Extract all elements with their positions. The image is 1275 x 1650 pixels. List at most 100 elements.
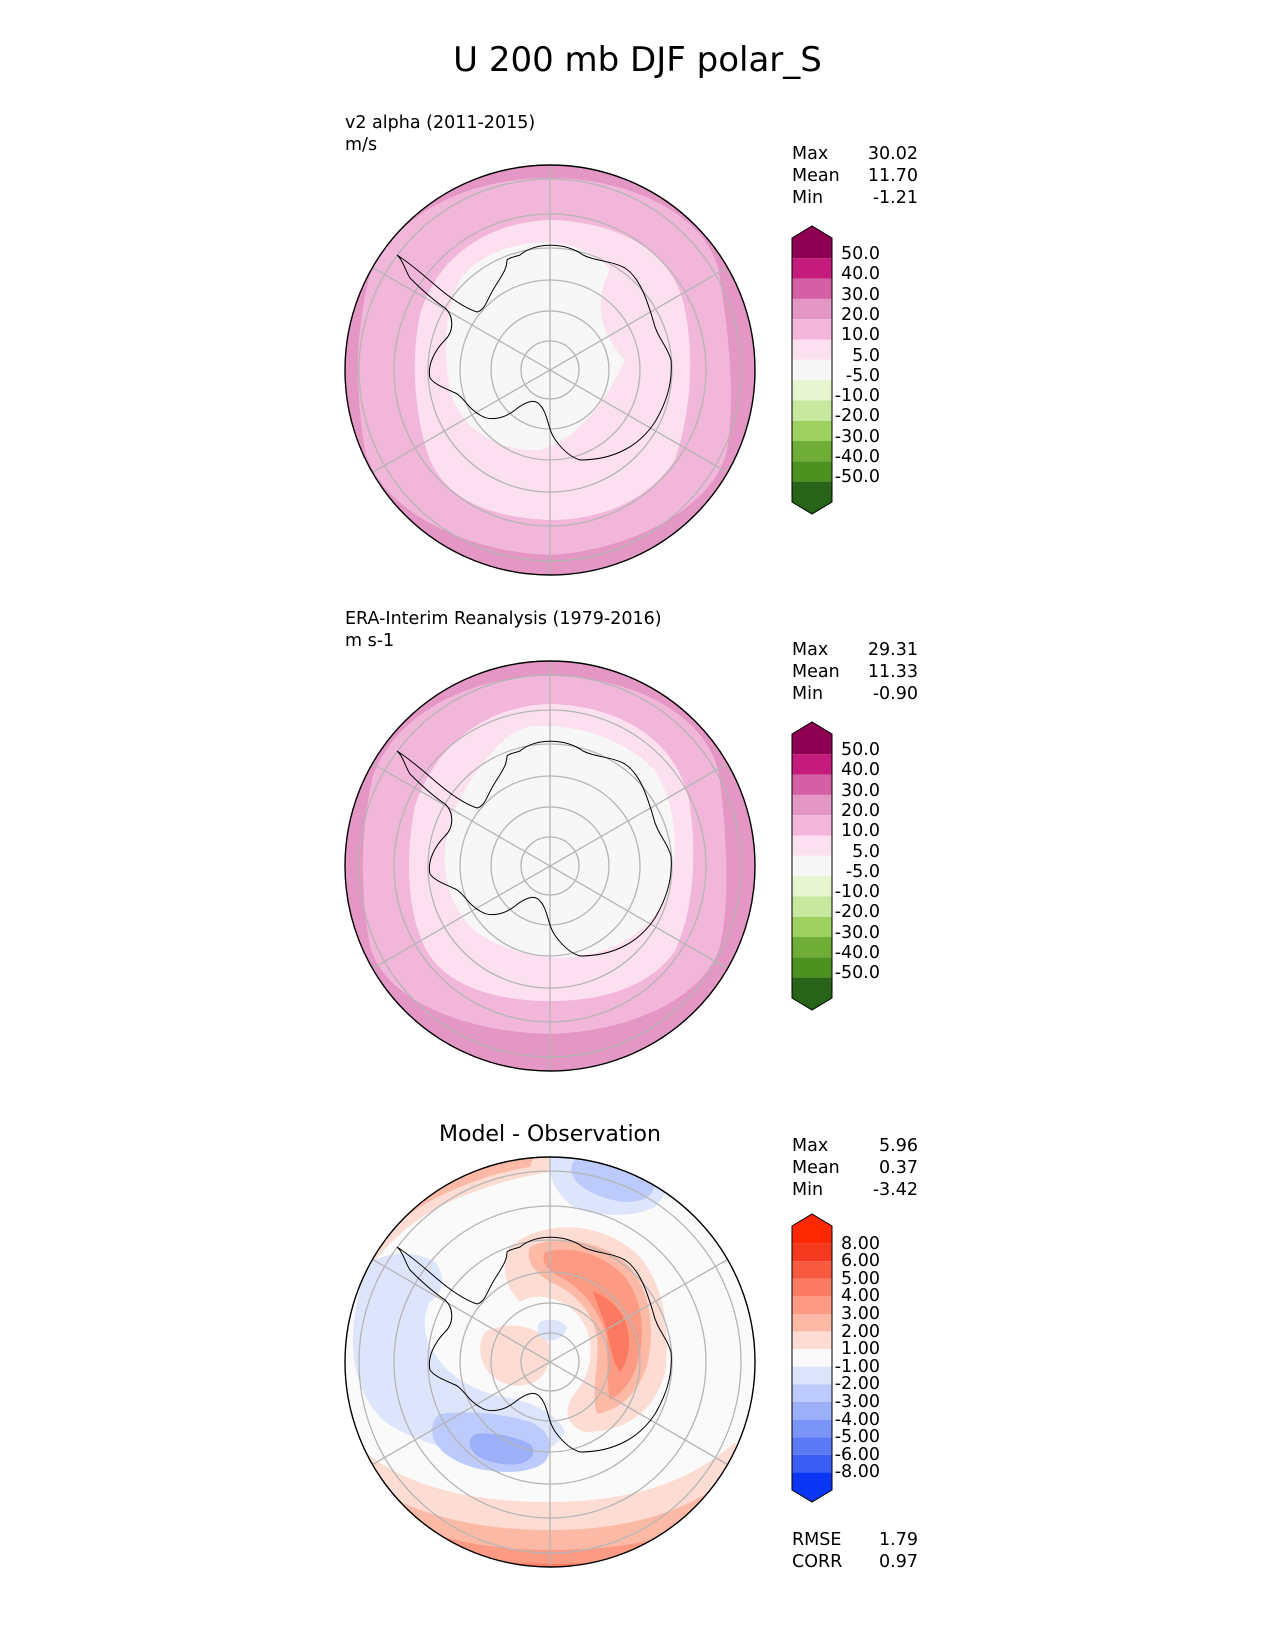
cb2-seg-5-10 — [792, 835, 832, 856]
cb1-tick-4: 10.0 — [841, 325, 880, 346]
cb3-tick-11: -5.00 — [834, 1427, 880, 1448]
cb2-seg-10-20 — [792, 815, 832, 836]
cb1-seg-minus30-minus20 — [792, 420, 832, 441]
cb3-tick-4: 3.00 — [841, 1304, 880, 1324]
cb3-seg-below-minus8 — [792, 1472, 832, 1490]
cb3-seg-minus6-minus5 — [792, 1437, 832, 1455]
cb1-seg-below-minus50 — [792, 481, 832, 502]
cb2-seg-20-30 — [792, 794, 832, 816]
cb2-tick-3: 20.0 — [841, 800, 880, 821]
panel-1-gridlines — [358, 165, 742, 575]
cb1-tick-2: 30.0 — [841, 284, 880, 305]
cb3-tick-13: -8.00 — [834, 1462, 880, 1483]
cb1-tick-10: -40.0 — [834, 447, 880, 467]
cb1-tick-7: -10.0 — [834, 386, 880, 407]
cb3-tick-12: -6.00 — [834, 1444, 880, 1465]
panel-2-label: ERA-Interim Reanalysis (1979-2016) — [345, 609, 662, 629]
cb2-tick-4: 10.0 — [841, 821, 880, 842]
cb1-extend-high — [792, 226, 832, 238]
cb3-tick-8: -2.00 — [834, 1374, 880, 1395]
cb2-tick-6: -5.0 — [845, 861, 880, 882]
panel-2-map-border — [344, 660, 756, 1072]
cb1-tick-6: -5.0 — [845, 365, 880, 386]
cb3-seg-minus8-minus6 — [792, 1454, 832, 1473]
panel-1-map-border — [344, 164, 756, 576]
panel-3-antarctica-coastline — [396, 1236, 672, 1453]
panel-3-stat-max: Max 5.96 — [792, 1136, 918, 1156]
cb2-tick-8: -20.0 — [834, 902, 880, 923]
cb1-tick-3: 20.0 — [841, 304, 880, 325]
panel-2-stat-min: Min -0.90 — [792, 684, 918, 704]
panel-3-map — [344, 1156, 756, 1568]
cb1-tick-1: 40.0 — [841, 264, 880, 285]
cb2-seg-minus40-minus30 — [792, 937, 832, 958]
panel-3-gridlines — [358, 1157, 742, 1567]
panel-2-antarctica-coastline — [396, 740, 672, 957]
page-title: U 200 mb DJF polar_S — [453, 40, 822, 80]
diff-bottom-blue-2 — [469, 1433, 534, 1465]
cb2-extend-low — [792, 998, 832, 1010]
cb3-seg-6-8 — [792, 1243, 832, 1262]
cb1-seg-minus5-5 — [792, 359, 832, 381]
cb2-seg-minus5-5 — [792, 855, 832, 877]
cb1-seg-minus10-minus5 — [792, 380, 832, 401]
panel-2-units: m s-1 — [345, 631, 395, 651]
cb3-seg-2-3 — [792, 1314, 832, 1332]
panel-1-label: v2 alpha (2011-2015) — [345, 113, 536, 133]
cb2-tick-7: -10.0 — [834, 882, 880, 903]
cb3-seg-minus2-minus1 — [792, 1366, 832, 1385]
cb1-seg-minus40-minus30 — [792, 441, 832, 462]
cb1-seg-20-30 — [792, 298, 832, 320]
cb2-tick-9: -30.0 — [834, 922, 880, 943]
cb1-tick-5: 5.0 — [852, 345, 880, 366]
panel-2-gridlines — [358, 661, 742, 1071]
cb2-seg-50-plus — [792, 734, 832, 755]
panel-2-stat-mean: Mean 11.33 — [792, 662, 918, 682]
cb3-seg-minus4-minus3 — [792, 1402, 832, 1420]
cb1-tick-9: -30.0 — [834, 426, 880, 447]
panel-3-metric-rmse: RMSE 1.79 — [792, 1530, 918, 1550]
cb3-seg-4-5 — [792, 1278, 832, 1297]
cb2-tick-0: 50.0 — [841, 740, 880, 760]
cb3-tick-9: -3.00 — [834, 1392, 880, 1412]
panel-1-colorbar — [791, 225, 833, 515]
cb3-seg-minus3-minus2 — [792, 1384, 832, 1402]
cb3-seg-minus1-1 — [792, 1349, 832, 1367]
cb1-tick-8: -20.0 — [834, 406, 880, 427]
panel-2-colorbar — [791, 721, 833, 1011]
cb1-seg-5-10 — [792, 339, 832, 360]
cb2-extend-high — [792, 722, 832, 734]
cb1-seg-minus20-minus10 — [792, 400, 832, 421]
cb1-seg-minus50-minus40 — [792, 461, 832, 482]
cb2-seg-minus20-minus10 — [792, 896, 832, 917]
panel-1-map — [344, 164, 756, 576]
cb3-tick-3: 4.00 — [841, 1286, 880, 1307]
cb3-seg-minus5-minus4 — [792, 1419, 832, 1438]
cb2-tick-2: 30.0 — [841, 780, 880, 801]
panel-1-units: m/s — [345, 135, 378, 155]
panel-3-stat-min: Min -3.42 — [792, 1180, 918, 1200]
panel-3-colorbar — [791, 1213, 833, 1503]
cb2-tick-10: -40.0 — [834, 943, 880, 963]
diff-center-red — [480, 1325, 551, 1386]
panel-2-stat-max: Max 29.31 — [792, 640, 918, 660]
cb3-seg-3-4 — [792, 1296, 832, 1314]
panel-1-stat-mean: Mean 11.70 — [792, 166, 918, 186]
cb3-extend-high — [792, 1214, 832, 1226]
panel-2-map — [344, 660, 756, 1072]
cb1-tick-11: -50.0 — [834, 467, 880, 488]
panel-1-stat-min: Min -1.21 — [792, 188, 918, 208]
cb2-seg-minus30-minus20 — [792, 916, 832, 937]
cb3-tick-7: -1.00 — [834, 1356, 880, 1377]
cb2-seg-minus50-minus40 — [792, 957, 832, 978]
cb3-seg-5-6 — [792, 1261, 832, 1279]
panel-1-antarctica-coastline — [396, 244, 672, 461]
cb2-seg-30-40 — [792, 774, 832, 795]
cb3-seg-1-2 — [792, 1331, 832, 1350]
cb3-tick-1: 6.00 — [841, 1251, 880, 1272]
cb1-seg-10-20 — [792, 319, 832, 340]
cb1-seg-40-50 — [792, 258, 832, 279]
panel-3-metric-corr: CORR 0.97 — [792, 1552, 918, 1572]
diff-inner-red-4 — [593, 1292, 630, 1372]
cb1-tick-0: 50.0 — [841, 244, 880, 264]
